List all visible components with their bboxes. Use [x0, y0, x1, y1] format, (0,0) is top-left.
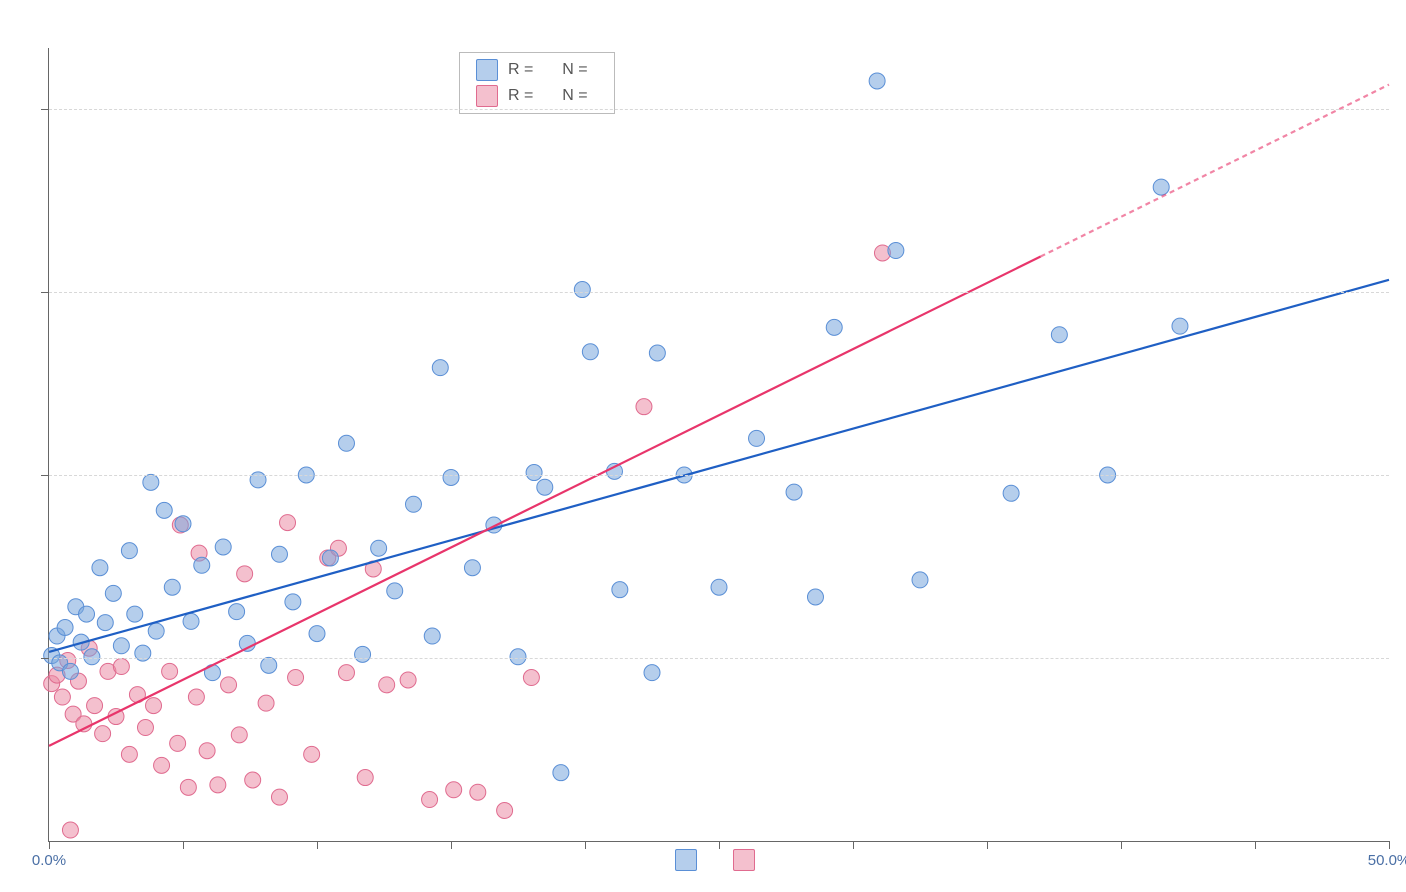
plot-svg [49, 48, 1389, 841]
slavs-swatch-icon [476, 85, 498, 107]
x-tick-label: 50.0% [1368, 852, 1406, 869]
scatter-plot-area: R = N = R = N = 15.0%30. [48, 48, 1389, 842]
correlation-legend: R = N = R = N = [459, 52, 615, 114]
legend-row-creek: R = N = [470, 57, 604, 83]
legend-item-slavs [733, 849, 763, 871]
legend-r-label: R = [508, 61, 533, 79]
creek-swatch-icon [675, 849, 697, 871]
legend-item-creek [675, 849, 705, 871]
legend-r-label: R = [508, 87, 533, 105]
series-legend [675, 849, 763, 871]
legend-n-label: N = [553, 87, 587, 105]
slavs-swatch-icon [733, 849, 755, 871]
legend-row-slavs: R = N = [470, 83, 604, 109]
legend-n-label: N = [553, 61, 587, 79]
x-tick-label: 0.0% [32, 852, 66, 869]
creek-swatch-icon [476, 59, 498, 81]
